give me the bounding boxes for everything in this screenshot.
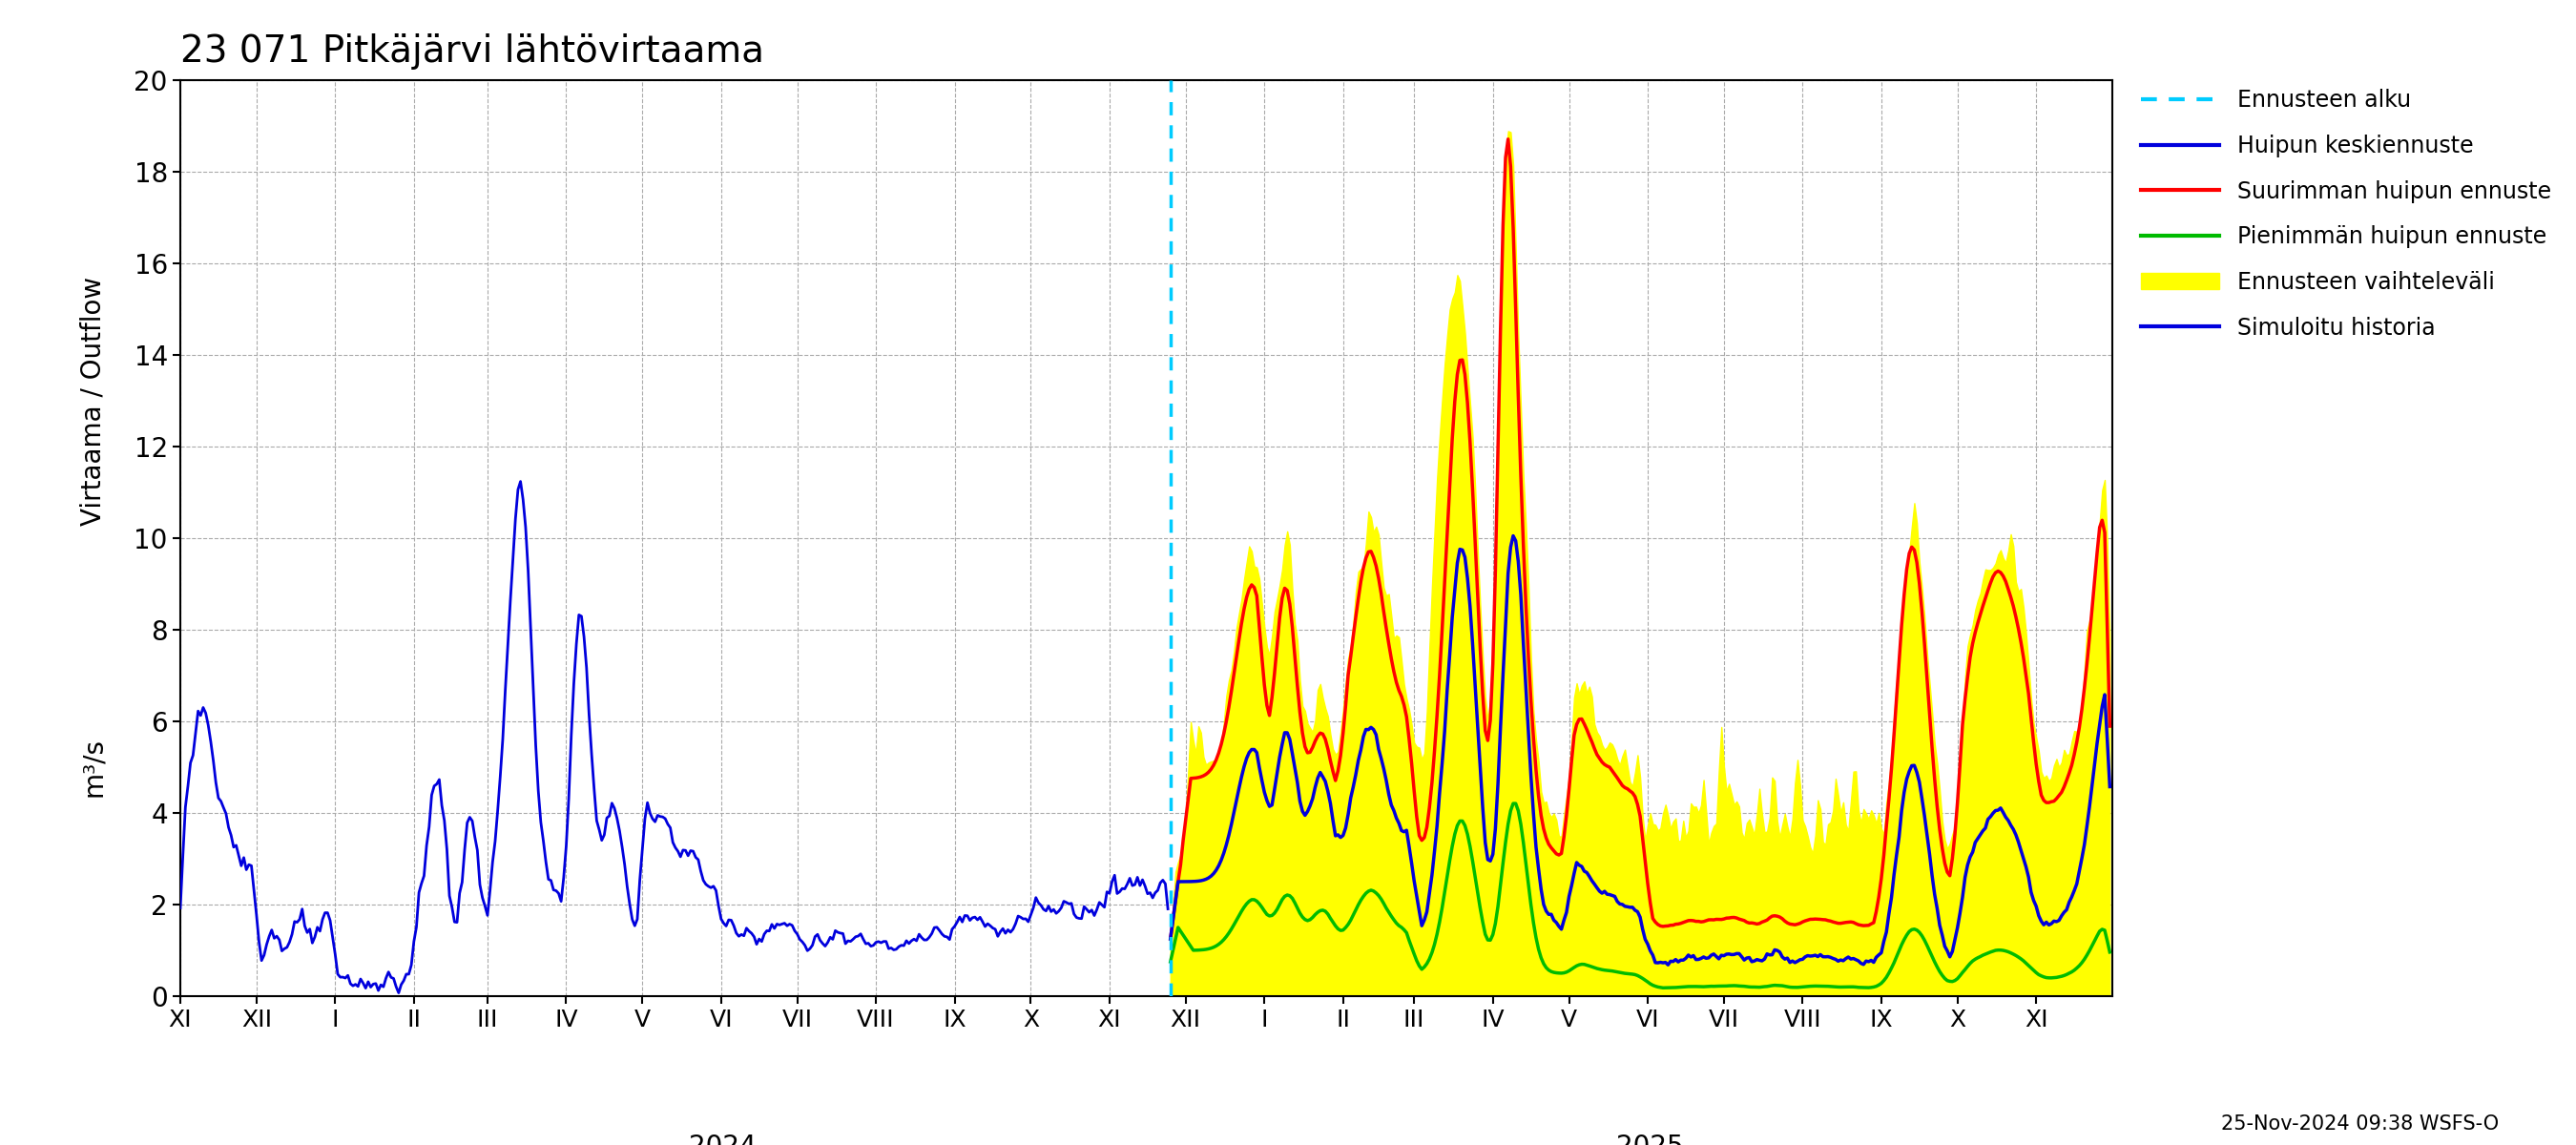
Text: 2025: 2025 — [1618, 1134, 1685, 1145]
Text: Virtaama / Outflow: Virtaama / Outflow — [80, 276, 106, 526]
Text: 2024: 2024 — [688, 1134, 755, 1145]
Text: 23 071 Pitkäjärvi lähtövirtaama: 23 071 Pitkäjärvi lähtövirtaama — [180, 33, 765, 69]
Legend: Ennusteen alku, Huipun keskiennuste, Suurimman huipun ennuste, Pienimmän huipun : Ennusteen alku, Huipun keskiennuste, Suu… — [2133, 80, 2561, 348]
Text: m³/s: m³/s — [80, 737, 106, 797]
Text: 25-Nov-2024 09:38 WSFS-O: 25-Nov-2024 09:38 WSFS-O — [2221, 1114, 2499, 1134]
